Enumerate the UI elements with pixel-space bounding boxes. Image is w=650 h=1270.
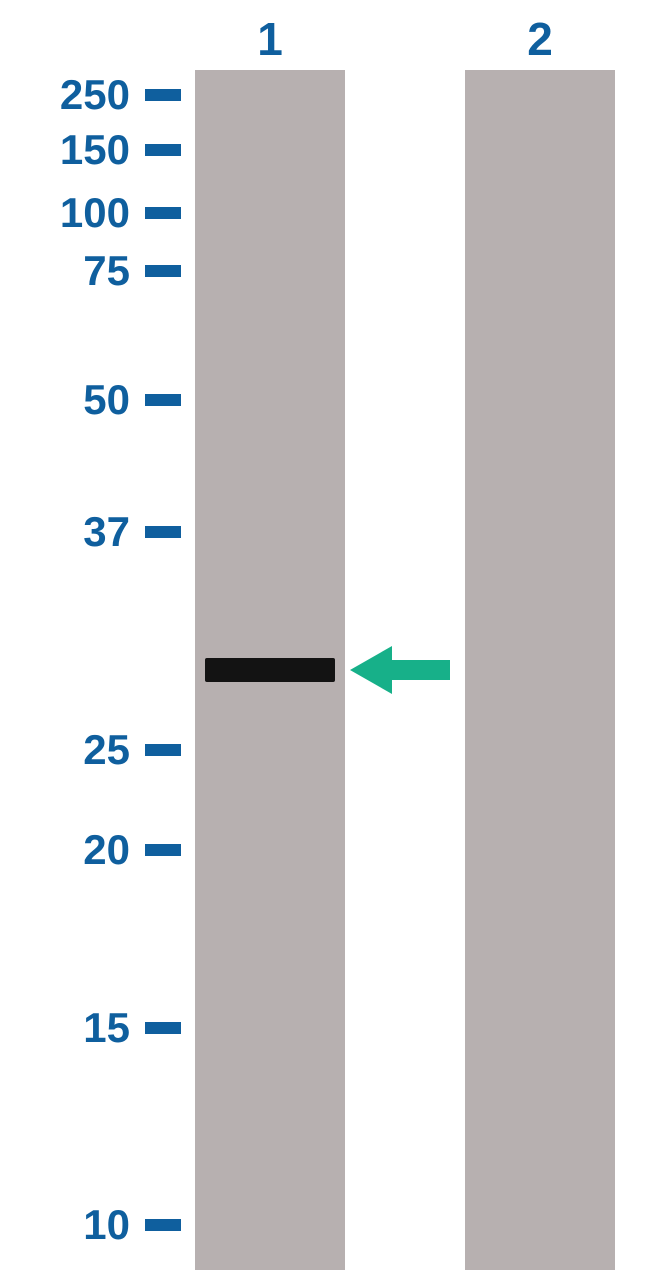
mw-dash-100 xyxy=(145,207,181,219)
mw-label-25: 25 xyxy=(83,726,130,774)
band-arrow-icon xyxy=(350,640,450,700)
mw-dash-20 xyxy=(145,844,181,856)
lane-label-2: 2 xyxy=(527,12,553,66)
mw-label-20: 20 xyxy=(83,826,130,874)
mw-label-37: 37 xyxy=(83,508,130,556)
mw-label-150: 150 xyxy=(60,126,130,174)
mw-dash-37 xyxy=(145,526,181,538)
mw-dash-250 xyxy=(145,89,181,101)
mw-dash-10 xyxy=(145,1219,181,1231)
gel-lane-2 xyxy=(465,70,615,1270)
mw-label-15: 15 xyxy=(83,1004,130,1052)
mw-label-10: 10 xyxy=(83,1201,130,1249)
mw-label-50: 50 xyxy=(83,376,130,424)
protein-band-lane1 xyxy=(205,658,335,682)
mw-dash-15 xyxy=(145,1022,181,1034)
mw-dash-25 xyxy=(145,744,181,756)
mw-dash-50 xyxy=(145,394,181,406)
mw-label-100: 100 xyxy=(60,189,130,237)
lane-label-1: 1 xyxy=(257,12,283,66)
mw-dash-150 xyxy=(145,144,181,156)
mw-label-250: 250 xyxy=(60,71,130,119)
westernblot-figure: 1 2 250 150 100 75 50 37 25 20 15 10 xyxy=(0,0,650,1270)
mw-label-75: 75 xyxy=(83,247,130,295)
mw-dash-75 xyxy=(145,265,181,277)
